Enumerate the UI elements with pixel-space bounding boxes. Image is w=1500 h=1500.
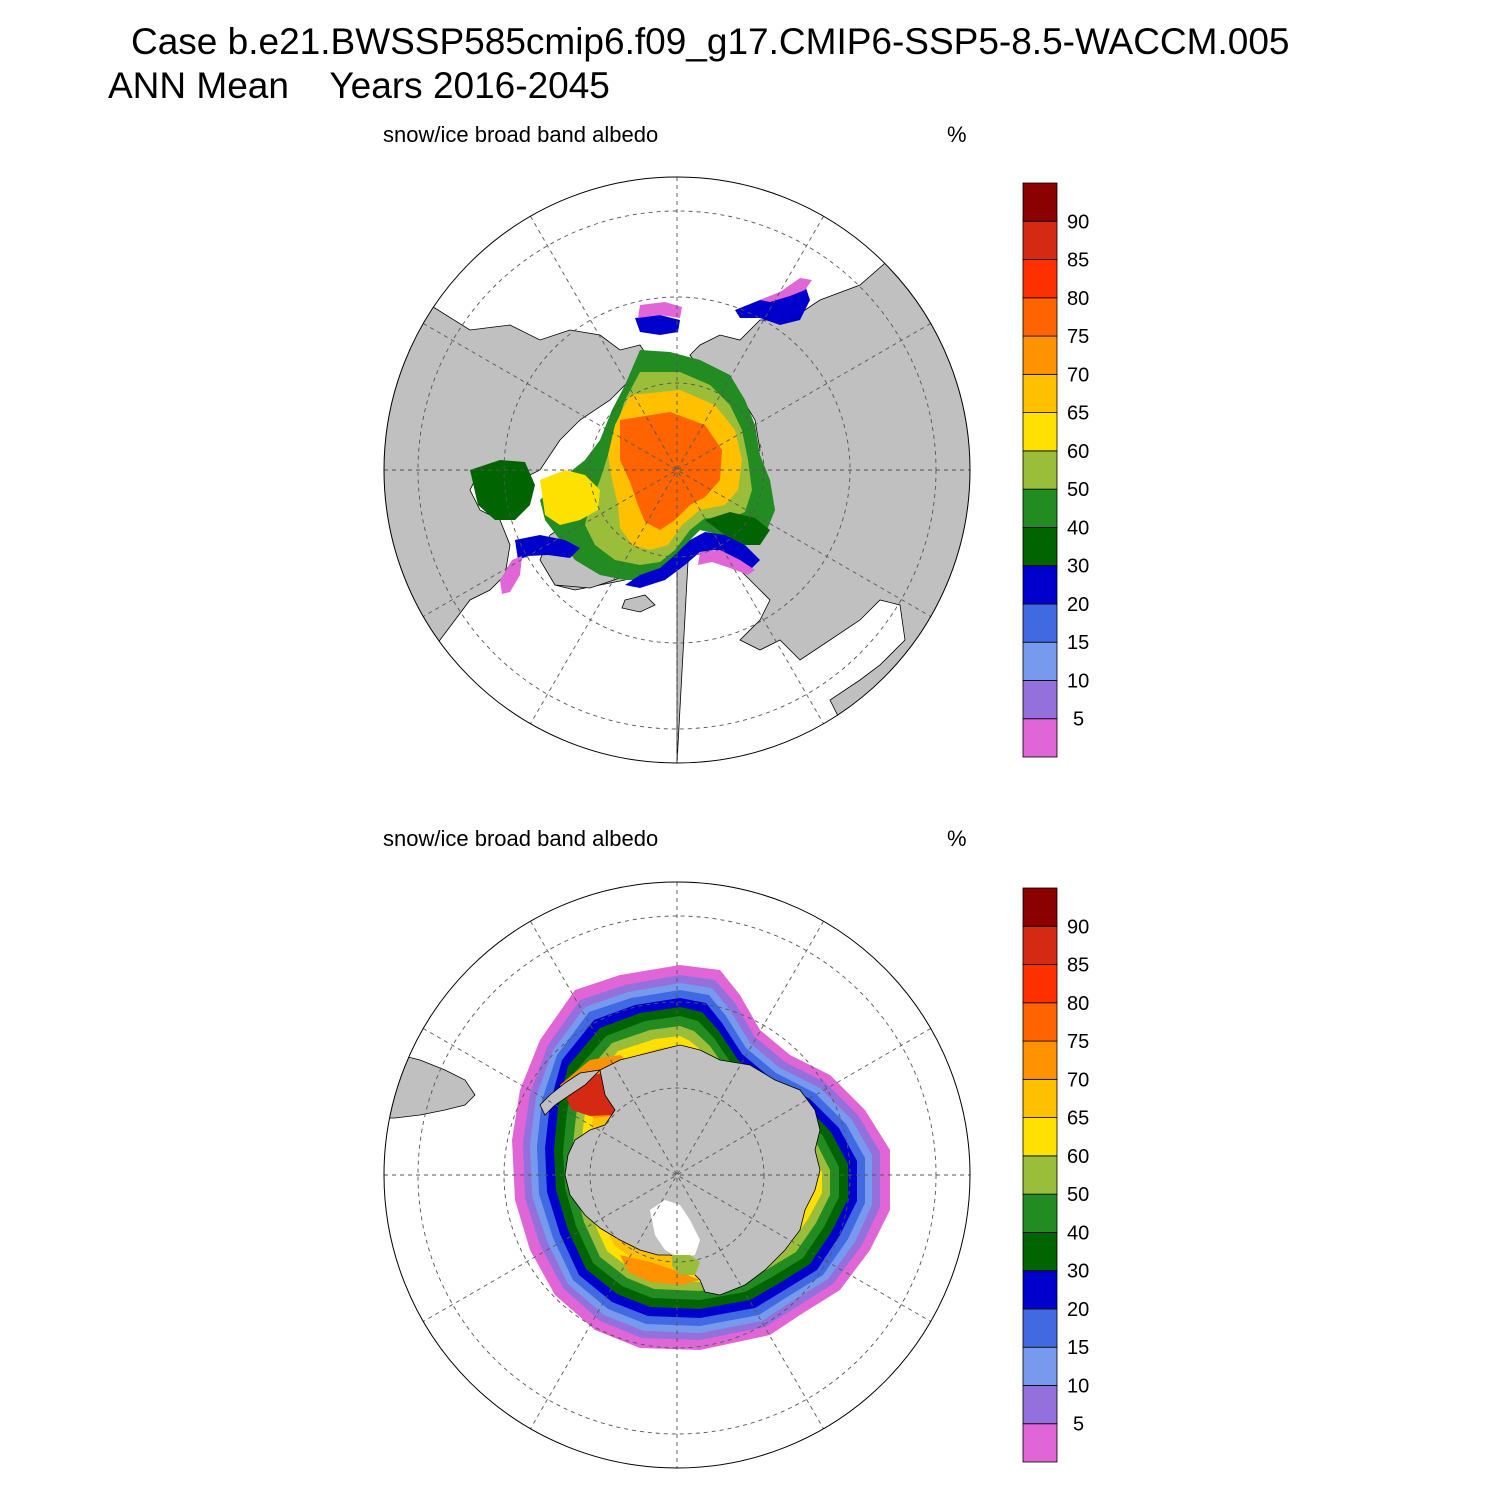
north-colorbar-tick-label: 20: [1067, 594, 1089, 616]
south-colorbar: 5 10 15 20 30 40 50 60 65 70 75 80 85 90: [1022, 887, 1089, 1463]
north-colorbar-tick-label: 85: [1067, 250, 1089, 272]
south-colorbar-swatch: [1022, 1423, 1058, 1463]
south-polar-map: [383, 881, 971, 1469]
north-ice-barents-rim-pink: [698, 550, 755, 575]
case-title: Case b.e21.BWSSP585cmip6.f09_g17.CMIP6-S…: [131, 21, 1290, 62]
south-graticule: [384, 882, 970, 1468]
south-colorbar-swatch: [1022, 1002, 1058, 1042]
south-colorbar-swatch: [1022, 1232, 1058, 1272]
south-panel-variable-label: snow/ice broad band albedo: [383, 826, 659, 851]
south-ice-shelf-ross: [650, 1200, 700, 1258]
south-land-antarctica: [564, 1044, 821, 1296]
north-colorbar-tick-label: 60: [1067, 441, 1089, 463]
north-polar-map: [383, 176, 971, 764]
north-panel-variable-label: snow/ice broad band albedo: [383, 122, 659, 147]
north-colorbar-tick-label: 30: [1067, 556, 1089, 578]
north-colorbar-swatch: [1022, 297, 1058, 337]
north-arctic-sea-ice: [470, 278, 812, 594]
north-colorbar-swatch: [1022, 641, 1058, 681]
north-land-iceland: [621, 594, 656, 613]
north-colorbar-tick-label: 5: [1073, 709, 1084, 731]
north-colorbar-tick-label: 50: [1067, 479, 1089, 501]
north-colorbar-swatch: [1022, 680, 1058, 720]
south-ice-ross-orange: [620, 1255, 700, 1285]
north-colorbar-swatch: [1022, 603, 1058, 643]
north-ice-canadian-archipelago: [540, 470, 600, 525]
north-ice-core: [620, 412, 722, 530]
north-colorbar-swatch: [1022, 450, 1058, 490]
north-ice-hudson-bay: [470, 460, 535, 520]
south-land-antarctic-peninsula: [539, 1069, 602, 1116]
south-colorbar-tick-label: 50: [1067, 1184, 1089, 1206]
north-colorbar-swatch: [1022, 182, 1058, 222]
south-colorbar-swatch: [1022, 1155, 1058, 1195]
south-colorbar-tick-label: 80: [1067, 993, 1089, 1015]
north-colorbar-tick-label: 40: [1067, 517, 1089, 539]
north-ice-okhotsk-pink: [760, 278, 812, 302]
south-colorbar-swatch: [1022, 1040, 1058, 1080]
south-colorbar-tick-label: 90: [1067, 916, 1089, 938]
north-ice-barents-rim-blue: [625, 532, 760, 588]
north-colorbar-swatch: [1022, 259, 1058, 299]
south-colorbar-tick-label: 40: [1067, 1222, 1089, 1244]
south-colorbar-tick-label: 15: [1067, 1337, 1089, 1359]
north-colorbar-swatch: [1022, 220, 1058, 260]
period-title: ANN Mean Years 2016-2045: [108, 65, 610, 106]
south-ice-ross-green: [672, 1255, 700, 1275]
south-panel-units-label: %: [947, 826, 967, 851]
north-colorbar-tick-label: 75: [1067, 326, 1089, 348]
south-colorbar-swatch: [1022, 1270, 1058, 1310]
north-graticule: [384, 177, 970, 763]
south-colorbar-swatch: [1022, 1193, 1058, 1233]
south-colorbar-swatch: [1022, 964, 1058, 1004]
north-ice-baffin-band: [515, 535, 580, 560]
north-colorbar-tick-label: 80: [1067, 288, 1089, 310]
north-colorbar-tick-label: 70: [1067, 364, 1089, 386]
south-colorbar-swatch: [1022, 1308, 1058, 1348]
north-colorbar-swatch: [1022, 527, 1058, 567]
south-colorbar-tick-label: 10: [1067, 1375, 1089, 1397]
north-colorbar-swatch: [1022, 488, 1058, 528]
north-colorbar-swatch: [1022, 335, 1058, 375]
north-colorbar-swatch: [1022, 412, 1058, 452]
south-colorbar-swatch: [1022, 925, 1058, 965]
north-map-boundary: [383, 176, 971, 764]
north-ice-bering-pink: [638, 302, 682, 318]
south-colorbar-swatch: [1022, 887, 1058, 927]
north-colorbar-tick-label: 10: [1067, 670, 1089, 692]
south-colorbar-swatch: [1022, 1346, 1058, 1386]
south-colorbar-tick-label: 85: [1067, 955, 1089, 977]
south-colorbar-tick-label: 20: [1067, 1299, 1089, 1321]
south-colorbar-tick-label: 5: [1073, 1414, 1084, 1436]
north-ice-labrador-rim: [500, 556, 522, 594]
north-colorbar-tick-label: 15: [1067, 632, 1089, 654]
north-colorbar-tick-label: 65: [1067, 403, 1089, 425]
north-ice-bering-blue: [635, 315, 680, 335]
south-colorbar-swatch: [1022, 1385, 1058, 1425]
north-panel-units-label: %: [947, 122, 967, 147]
north-ice-barents-green: [705, 512, 770, 545]
south-colorbar-tick-label: 70: [1067, 1069, 1089, 1091]
north-colorbar-tick-label: 90: [1067, 211, 1089, 233]
south-map-boundary: [383, 881, 971, 1469]
south-colorbar-swatch: [1022, 1117, 1058, 1157]
south-colorbar-tick-label: 75: [1067, 1031, 1089, 1053]
north-colorbar-swatch: [1022, 565, 1058, 605]
south-land-south-america: [384, 1054, 476, 1119]
north-colorbar-swatch: [1022, 718, 1058, 758]
south-colorbar-swatch: [1022, 1078, 1058, 1119]
south-colorbar-tick-label: 65: [1067, 1108, 1089, 1130]
south-colorbar-tick-label: 60: [1067, 1146, 1089, 1168]
south-colorbar-tick-label: 30: [1067, 1261, 1089, 1283]
north-colorbar: 5 10 15 20 30 40 50 60 65 70 75 80 85 90: [1022, 182, 1089, 758]
north-colorbar-swatch: [1022, 373, 1058, 414]
